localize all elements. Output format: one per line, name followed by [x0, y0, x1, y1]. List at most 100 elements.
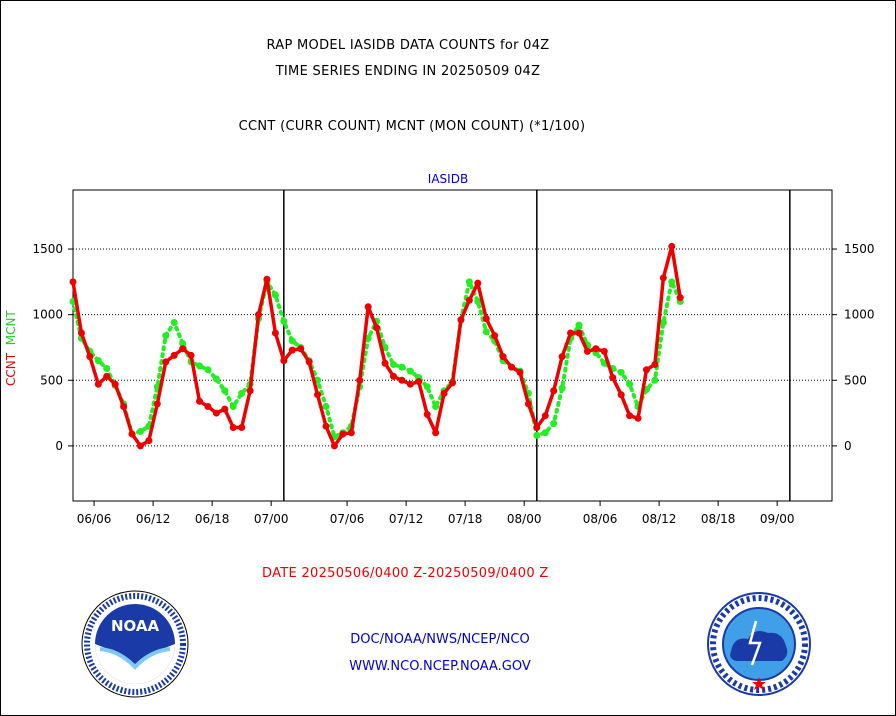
- data-point-mcnt: [550, 420, 558, 428]
- nws-seal-icon: [707, 592, 811, 696]
- data-point-ccnt: [389, 372, 397, 380]
- data-point-ccnt: [609, 374, 617, 382]
- data-point-ccnt: [474, 279, 482, 287]
- data-point-mcnt: [212, 375, 220, 383]
- data-point-ccnt: [432, 429, 440, 437]
- data-point-ccnt: [491, 332, 499, 340]
- data-point-ccnt: [288, 346, 296, 354]
- y-tick-label-right: 500: [844, 373, 867, 387]
- data-point-mcnt: [221, 387, 229, 395]
- data-point-mcnt: [288, 337, 296, 345]
- data-point-ccnt: [659, 274, 667, 282]
- data-point-ccnt: [516, 368, 524, 376]
- x-tick-label: 06/12: [136, 512, 171, 526]
- y-tick-label-right: 1500: [844, 242, 875, 256]
- data-point-ccnt: [575, 329, 583, 337]
- data-point-ccnt: [204, 403, 212, 411]
- data-point-ccnt: [364, 303, 372, 311]
- data-point-mcnt: [406, 367, 414, 375]
- data-point-ccnt: [398, 376, 406, 384]
- data-point-ccnt: [339, 430, 347, 438]
- data-point-ccnt: [634, 414, 642, 422]
- data-point-mcnt: [271, 291, 279, 299]
- y-tick-label-left: 0: [55, 439, 63, 453]
- data-point-mcnt: [541, 429, 549, 437]
- data-point-ccnt: [170, 351, 178, 359]
- chart-time-series-line: TIME SERIES ENDING IN 20250509 04Z: [275, 64, 541, 79]
- data-point-ccnt: [77, 329, 85, 337]
- data-point-ccnt: [187, 351, 195, 359]
- data-point-ccnt: [162, 358, 170, 366]
- data-point-ccnt: [229, 424, 237, 432]
- data-point-ccnt: [221, 405, 229, 413]
- data-point-ccnt: [69, 278, 77, 286]
- data-point-mcnt: [136, 427, 144, 435]
- noaa-seal-icon: NOAA: [81, 590, 189, 698]
- data-point-ccnt: [255, 311, 263, 319]
- data-point-ccnt: [465, 296, 473, 304]
- data-point-mcnt: [103, 364, 111, 372]
- data-point-mcnt: [617, 368, 625, 376]
- data-point-mcnt: [651, 376, 659, 384]
- data-point-mcnt: [659, 319, 667, 327]
- data-point-ccnt: [128, 430, 136, 438]
- data-point-ccnt: [111, 380, 119, 388]
- data-point-ccnt: [541, 412, 549, 420]
- data-point-mcnt: [322, 403, 330, 411]
- data-point-ccnt: [508, 363, 516, 371]
- x-tick-label: 08/06: [583, 512, 618, 526]
- x-tick-label: 08/00: [507, 512, 542, 526]
- data-point-ccnt: [676, 294, 684, 302]
- data-point-ccnt: [524, 400, 532, 408]
- data-point-ccnt: [626, 412, 634, 420]
- y-tick-label-right: 1000: [844, 308, 875, 322]
- credit-website: WWW.NCO.NCEP.NOAA.GOV: [349, 659, 531, 674]
- data-point-mcnt: [204, 366, 212, 374]
- data-point-mcnt: [432, 403, 440, 411]
- data-point-ccnt: [347, 429, 355, 437]
- data-point-ccnt: [482, 315, 490, 323]
- x-tick-label: 07/18: [448, 512, 483, 526]
- data-point-ccnt: [642, 366, 650, 374]
- panel-title: IASIDB: [427, 172, 469, 186]
- x-tick-label: 07/12: [389, 512, 424, 526]
- data-point-ccnt: [567, 329, 575, 337]
- data-point-ccnt: [103, 372, 111, 380]
- noaa-logo-text: NOAA: [111, 617, 160, 635]
- data-point-ccnt: [617, 391, 625, 399]
- data-point-ccnt: [651, 361, 659, 369]
- data-point-mcnt: [196, 362, 203, 370]
- data-point-ccnt: [381, 359, 389, 367]
- data-point-mcnt: [465, 278, 473, 286]
- data-point-ccnt: [415, 378, 423, 386]
- data-point-ccnt: [668, 242, 676, 250]
- data-point-ccnt: [533, 424, 541, 432]
- x-tick-label: 08/18: [701, 512, 736, 526]
- data-point-mcnt: [179, 340, 187, 348]
- x-tick-label: 06/06: [77, 512, 112, 526]
- data-point-ccnt: [246, 387, 254, 395]
- data-point-ccnt: [449, 379, 456, 387]
- data-point-ccnt: [600, 347, 608, 355]
- data-point-mcnt: [170, 319, 178, 327]
- data-point-ccnt: [305, 358, 313, 366]
- data-point-ccnt: [94, 380, 102, 388]
- data-point-mcnt: [162, 332, 170, 340]
- data-point-ccnt: [406, 380, 414, 388]
- data-point-mcnt: [474, 298, 482, 306]
- y-tick-label-left: 500: [40, 373, 63, 387]
- data-point-ccnt: [238, 424, 246, 432]
- chart-legend-description: CCNT (CURR COUNT) MCNT (MON COUNT) (*1/1…: [238, 119, 586, 134]
- data-point-mcnt: [558, 384, 566, 392]
- y-tick-label-right: 0: [844, 439, 852, 453]
- data-point-mcnt: [238, 389, 246, 397]
- x-tick-label: 07/06: [330, 512, 365, 526]
- data-point-mcnt: [389, 361, 397, 369]
- data-point-mcnt: [280, 317, 288, 325]
- data-point-mcnt: [398, 363, 406, 371]
- date-range: DATE 20250506/0400 Z-20250509/0400 Z: [262, 566, 549, 581]
- data-point-ccnt: [136, 442, 144, 450]
- data-point-ccnt: [271, 329, 279, 337]
- y-tick-label-left: 1000: [32, 308, 63, 322]
- data-point-ccnt: [120, 403, 128, 411]
